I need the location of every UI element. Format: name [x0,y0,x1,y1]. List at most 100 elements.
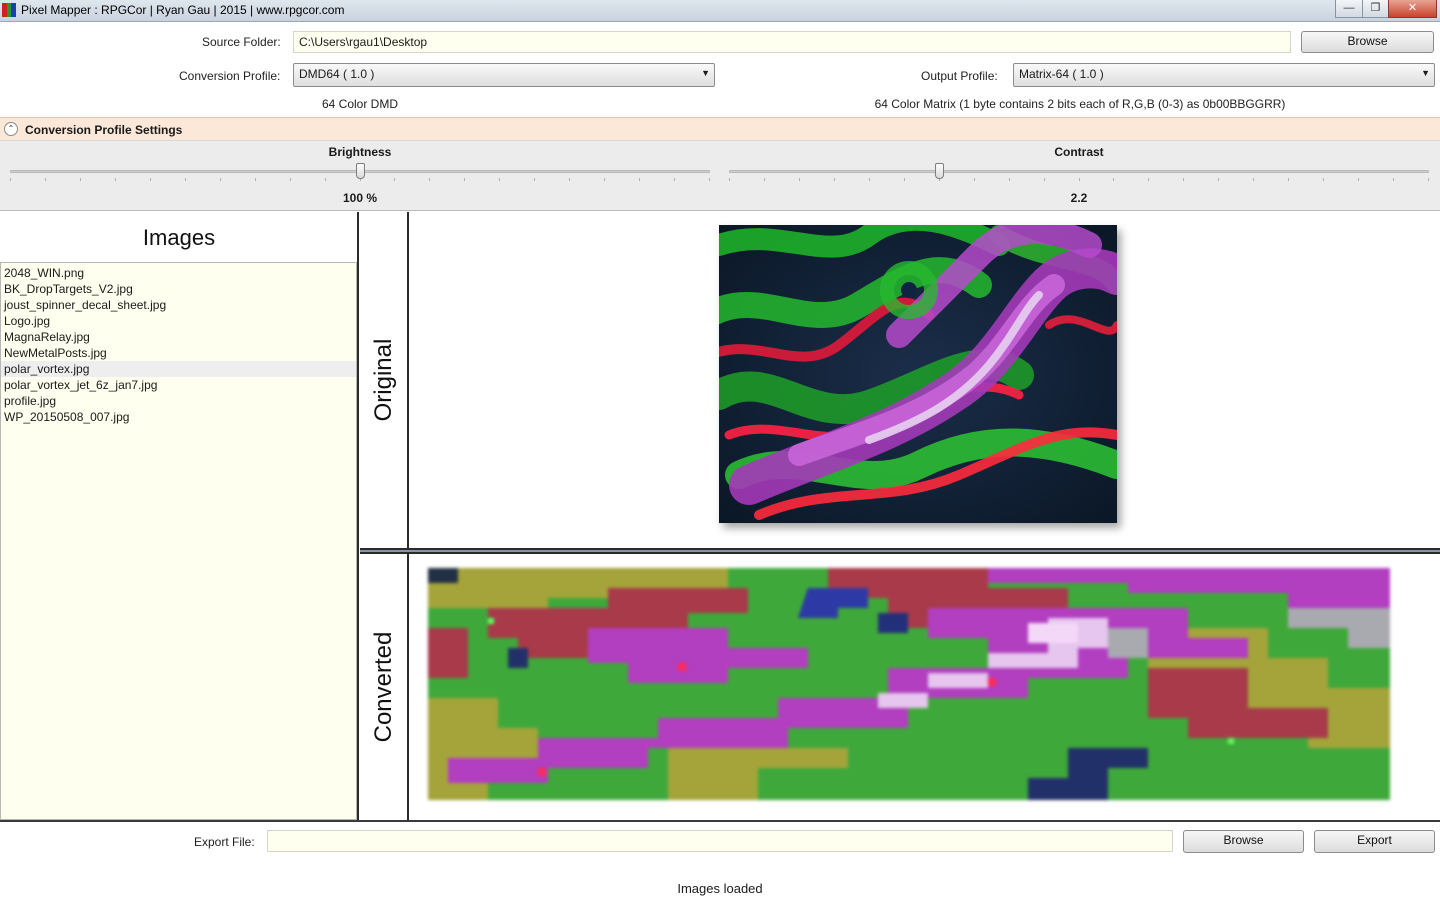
export-button[interactable]: Export [1314,830,1435,853]
slider-tick [1218,178,1219,181]
slider-tick [394,178,395,181]
slider-tick [255,178,256,181]
chevron-down-icon: ▼ [701,68,710,78]
conversion-profile-label: Conversion Profile: [179,69,281,83]
slider-tick [1428,178,1429,181]
source-browse-button[interactable]: Browse [1301,31,1434,53]
list-splitter[interactable] [357,212,359,821]
brightness-thumb[interactable] [356,163,365,179]
close-button[interactable]: ✕ [1388,0,1437,18]
settings-expander-title: Conversion Profile Settings [25,123,183,137]
list-item[interactable]: polar_vortex.jpg [1,361,356,377]
slider-tick [1183,178,1184,181]
slider-tick [115,178,116,181]
converted-image-art [428,568,1390,800]
slider-tick [1288,178,1289,181]
slider-tick [325,178,326,181]
conversion-profile-select[interactable]: DMD64 ( 1.0 ) ▼ [293,63,715,87]
slider-tick [904,178,905,181]
app-icon [2,3,17,17]
source-folder-label: Source Folder: [202,35,281,49]
list-item[interactable]: BK_DropTargets_V2.jpg [4,282,133,296]
slider-tick [80,178,81,181]
original-image [719,225,1117,523]
minimize-button[interactable]: — [1335,0,1363,18]
slider-tick [729,178,730,181]
list-item[interactable]: joust_spinner_decal_sheet.jpg [4,298,167,312]
settings-panel: Brightness 100 % Contrast 2.2 [0,141,1440,211]
slider-tick [220,178,221,181]
slider-tick [429,178,430,181]
conversion-profile-description: 64 Color DMD [321,97,399,111]
maximize-button[interactable]: ❐ [1362,0,1389,18]
preview-bottom-border [0,820,1440,822]
export-browse-button[interactable]: Browse [1183,830,1304,853]
slider-tick [1393,178,1394,181]
slider-tick [360,178,361,181]
contrast-value: 2.2 [1070,191,1088,205]
slider-tick [674,178,675,181]
brightness-value: 100 % [342,191,378,205]
brightness-ticks [10,178,710,182]
slider-tick [569,178,570,181]
contrast-thumb[interactable] [935,163,944,179]
collapse-icon[interactable]: ⌃ [4,122,18,136]
slider-tick [1113,178,1114,181]
app-icon-green [6,3,12,17]
output-profile-label: Output Profile: [921,69,998,83]
output-profile-value: Matrix-64 ( 1.0 ) [1019,67,1104,81]
slider-tick [1009,178,1010,181]
contrast-ticks [729,178,1429,182]
slider-tick [639,178,640,181]
brightness-slider[interactable] [10,163,710,183]
list-item[interactable]: MagnaRelay.jpg [4,330,90,344]
slider-tick [974,178,975,181]
slider-tick [464,178,465,181]
conversion-profile-value: DMD64 ( 1.0 ) [299,67,375,81]
settings-expander-header[interactable]: ⌃ Conversion Profile Settings [0,117,1440,141]
slider-tick [764,178,765,181]
app-icon-blue [11,3,17,17]
slider-tick [10,178,11,181]
contrast-track [729,170,1429,173]
converted-image [428,568,1390,800]
label-column-divider [407,212,409,821]
export-file-input[interactable] [267,830,1173,852]
slider-tick [534,178,535,181]
output-profile-description: 64 Color Matrix (1 byte contains 2 bits … [874,97,1286,111]
slider-tick [1079,178,1080,181]
slider-tick [604,178,605,181]
images-heading: Images [142,225,216,250]
slider-tick [150,178,151,181]
slider-tick [290,178,291,181]
output-profile-select[interactable]: Matrix-64 ( 1.0 ) ▼ [1013,63,1435,87]
title-bar: Pixel Mapper : RPGCor | Ryan Gau | 2015 … [0,0,1440,22]
list-item[interactable]: polar_vortex_jet_6z_jan7.jpg [4,378,158,392]
slider-tick [185,178,186,181]
contrast-slider[interactable] [729,163,1429,183]
source-folder-input[interactable]: C:\Users\rgau1\Desktop [293,31,1291,53]
slider-tick [1358,178,1359,181]
list-item[interactable]: Logo.jpg [4,314,51,328]
list-item[interactable]: NewMetalPosts.jpg [4,346,107,360]
slider-tick [1044,178,1045,181]
slider-tick [45,178,46,181]
app-icon-red [2,3,7,17]
preview-splitter[interactable] [360,548,1440,554]
brightness-label: Brightness [328,145,392,159]
original-image-art [719,225,1117,523]
list-item[interactable]: 2048_WIN.png [4,266,85,280]
slider-tick [499,178,500,181]
slider-tick [869,178,870,181]
converted-label: Converted [370,631,397,743]
slider-tick [939,178,940,181]
image-file-list[interactable]: 2048_WIN.png BK_DropTargets_V2.jpg joust_s… [0,262,357,820]
slider-tick [1253,178,1254,181]
chevron-down-icon: ▼ [1421,68,1430,78]
list-item[interactable]: profile.jpg [4,394,57,408]
slider-tick [1323,178,1324,181]
list-item[interactable]: WP_20150508_007.jpg [4,410,130,424]
window-title: Pixel Mapper : RPGCor | Ryan Gau | 2015 … [21,3,345,17]
export-file-label: Export File: [194,835,255,849]
original-label: Original [370,338,397,422]
